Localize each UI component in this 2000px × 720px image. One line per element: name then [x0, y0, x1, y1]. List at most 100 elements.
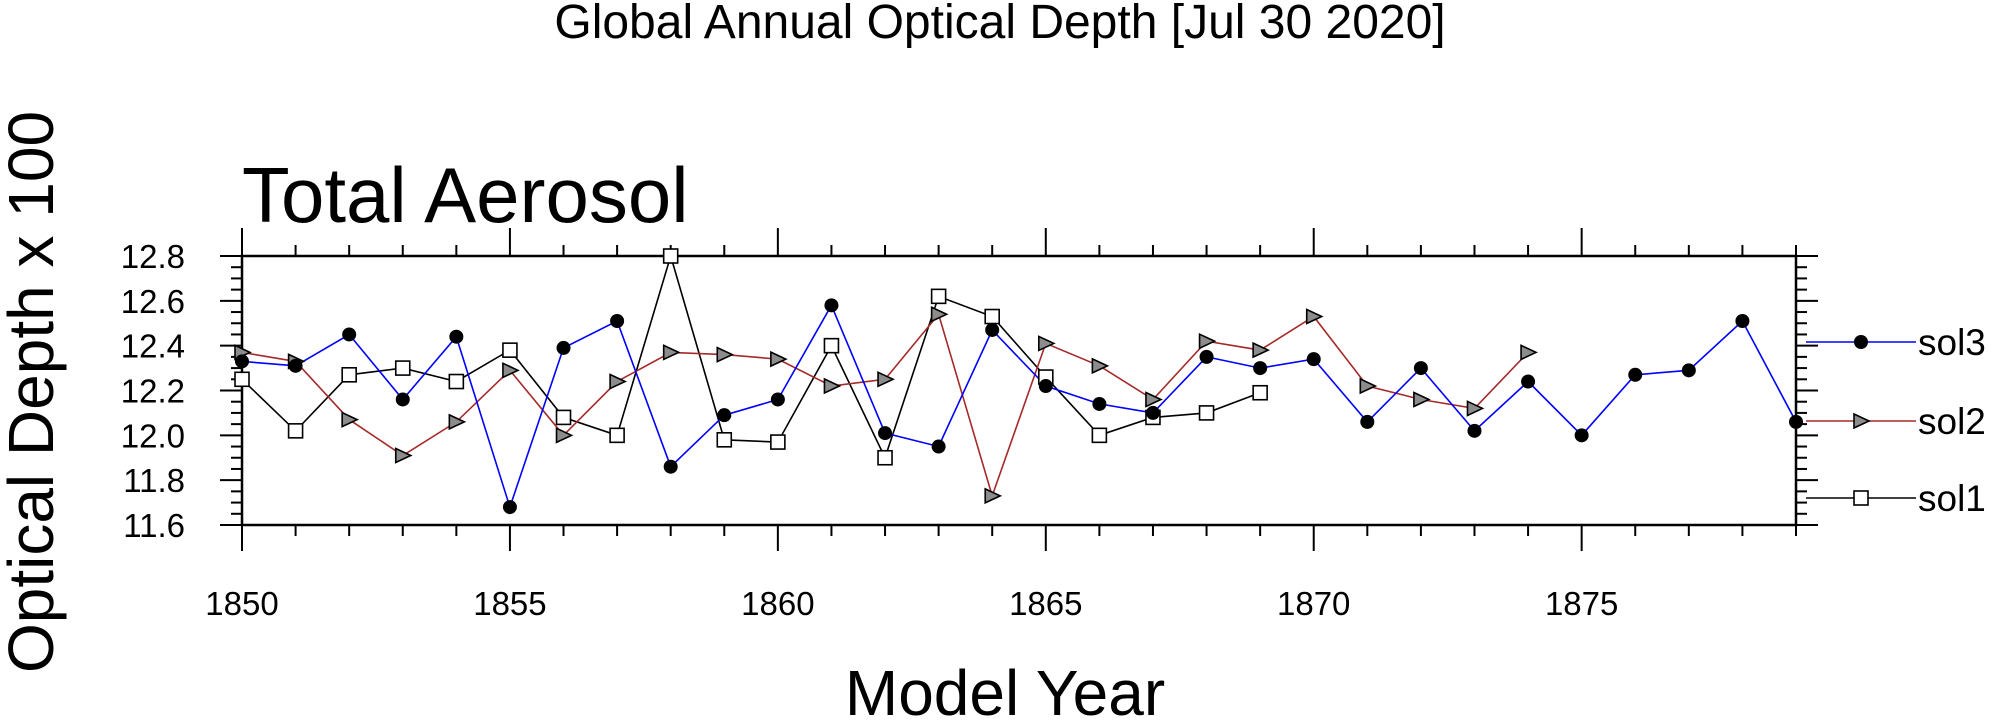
axis-ticks: 1850 1855 1860 1865 1870 1875 11.6 11.8 12.0 12.2…: [121, 228, 1818, 622]
data-point-sol3: [1413, 361, 1428, 376]
data-point-sol1: [1252, 384, 1268, 401]
data-point-sol3: [824, 298, 839, 313]
data-point-sol3: [663, 459, 678, 474]
x-tick-label: 1870: [1277, 585, 1350, 622]
data-point-sol2: [1466, 400, 1485, 417]
data-point-sol3: [449, 329, 464, 344]
data-point-sol3: [931, 439, 946, 454]
data-point-sol3: [395, 392, 410, 407]
y-tick-label: 11.8: [123, 462, 185, 499]
data-point-sol1: [502, 342, 518, 358]
data-point-sol3: [1199, 349, 1214, 364]
data-point-sol3: [717, 408, 732, 423]
y-tick-label: 12.2: [121, 373, 185, 410]
data-point-sol2: [1145, 391, 1163, 408]
data-point-sol2: [823, 377, 842, 395]
y-tick-label: 12.4: [121, 328, 185, 365]
data-point-sol2: [662, 344, 681, 361]
data-point-sol1: [984, 308, 1001, 325]
data-point-sol2: [984, 487, 1003, 505]
data-point-sol1: [287, 423, 304, 439]
y-axis-title: Optical Depth x 100: [0, 111, 67, 673]
y-tick-label: 11.6: [123, 507, 185, 544]
data-point-sol2: [1037, 335, 1056, 352]
data-point-sol2: [930, 306, 949, 323]
data-point-sol1: [662, 248, 679, 264]
data-point-sol3: [1789, 414, 1803, 429]
y-tick-label: 12.8: [121, 238, 185, 275]
data-point-sol2: [1305, 308, 1324, 325]
data-point-sol2: [555, 427, 574, 444]
x-tick-label: 1855: [473, 585, 546, 622]
data-point-sol3: [1735, 314, 1750, 329]
data-point-sol2: [502, 362, 520, 379]
y-tick-label: 12.0: [121, 417, 185, 454]
data-point-sol3: [288, 358, 303, 373]
data-point-sol1: [394, 360, 411, 376]
data-point-sol3: [1145, 405, 1160, 420]
y-tick-label: 12.6: [121, 283, 185, 320]
legend: sol3 sol2 sol1: [1806, 322, 1986, 519]
legend-marker-sol1: [1853, 490, 1869, 506]
legend-label-sol1: sol1: [1918, 478, 1986, 519]
data-point-sol3: [1681, 363, 1696, 378]
series-line-sol1: [241, 253, 1261, 460]
data-point-sol3: [985, 322, 1000, 337]
data-point-sol1: [877, 449, 893, 466]
x-tick-label: 1865: [1009, 585, 1082, 622]
data-point-sol1: [823, 337, 840, 354]
data-point-sol3: [1521, 374, 1536, 389]
data-point-sol2: [716, 346, 735, 363]
series-lines: [241, 253, 1797, 510]
data-point-sol1: [609, 427, 625, 444]
data-point-sol3: [770, 392, 785, 407]
x-tick-label: 1850: [205, 585, 278, 622]
data-point-sol2: [1359, 377, 1378, 395]
x-tick-label: 1875: [1545, 585, 1618, 622]
data-point-sol3: [502, 500, 517, 515]
data-point-sol1: [1091, 427, 1108, 444]
legend-marker-sol2: [1853, 412, 1871, 430]
chart-subtitle: Total Aerosol: [242, 151, 689, 239]
data-point-sol3: [342, 327, 357, 342]
data-point-sol2: [1252, 341, 1271, 359]
data-point-sol2: [1520, 344, 1538, 361]
series-line-sol3: [241, 303, 1797, 510]
data-point-sol3: [1467, 423, 1482, 438]
data-point-sol1: [341, 367, 357, 383]
data-point-sol2: [341, 411, 360, 428]
series-markers: [234, 248, 1803, 515]
data-point-sol3: [1360, 414, 1375, 429]
data-point-sol1: [1198, 405, 1215, 421]
plot-frame: [240, 254, 1798, 527]
legend-marker-sol3: [1854, 335, 1868, 349]
data-point-sol1: [770, 434, 786, 450]
data-point-sol3: [235, 354, 249, 369]
series-line-sol2: [241, 312, 1529, 499]
data-point-sol2: [609, 373, 627, 390]
data-point-sol3: [1306, 352, 1321, 367]
data-point-sol1: [234, 371, 250, 388]
x-axis-title: Model Year: [845, 657, 1165, 720]
data-point-sol1: [448, 373, 465, 390]
data-point-sol3: [1253, 361, 1268, 376]
data-point-sol3: [556, 340, 571, 355]
data-point-sol3: [1092, 396, 1107, 411]
data-point-sol2: [1198, 332, 1217, 350]
data-point-sol3: [878, 426, 893, 441]
legend-label-sol2: sol2: [1918, 401, 1986, 442]
data-point-sol1: [930, 288, 947, 305]
data-point-sol1: [555, 409, 572, 426]
data-point-sol3: [1574, 428, 1589, 443]
data-point-sol3: [610, 314, 625, 329]
legend-label-sol3: sol3: [1918, 322, 1986, 363]
data-point-sol2: [1413, 391, 1431, 408]
data-point-sol3: [1038, 379, 1053, 394]
x-tick-label: 1860: [741, 585, 814, 622]
data-point-sol1: [716, 432, 733, 448]
data-point-sol2: [448, 413, 467, 431]
chart-title: Global Annual Optical Depth [Jul 30 2020…: [554, 0, 1445, 49]
data-point-sol2: [877, 371, 895, 388]
data-point-sol2: [1091, 357, 1110, 375]
